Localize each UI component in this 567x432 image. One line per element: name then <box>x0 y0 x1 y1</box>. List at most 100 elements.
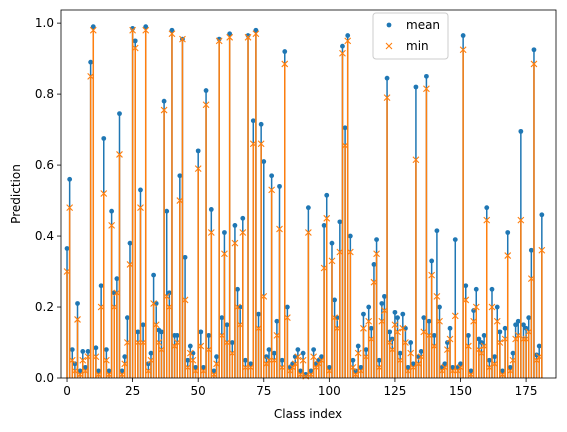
marker <box>221 250 228 258</box>
marker <box>459 46 467 54</box>
marker <box>358 364 364 370</box>
marker <box>250 118 256 124</box>
y-tick-label: 0.8 <box>35 87 54 101</box>
marker <box>534 352 539 358</box>
marker <box>98 283 104 289</box>
marker <box>64 246 70 251</box>
marker <box>346 248 354 256</box>
marker <box>465 333 471 338</box>
x-tick-label: 125 <box>383 384 406 398</box>
marker <box>324 192 330 198</box>
marker <box>387 329 393 335</box>
marker <box>305 205 311 211</box>
marker <box>504 252 512 259</box>
marker <box>471 308 477 313</box>
marker <box>132 38 138 44</box>
marker <box>488 303 496 311</box>
marker <box>481 333 487 338</box>
marker <box>468 368 474 374</box>
marker <box>500 368 505 374</box>
marker <box>85 348 91 354</box>
marker <box>227 31 233 37</box>
marker <box>345 33 351 38</box>
marker <box>194 165 202 173</box>
x-axis-label: Class index <box>274 407 342 421</box>
marker <box>256 311 261 317</box>
marker <box>163 292 171 300</box>
marker <box>340 43 345 49</box>
legend-marker <box>385 42 393 50</box>
x-tick-label: 0 <box>63 384 71 398</box>
marker <box>489 286 495 292</box>
marker <box>234 303 241 311</box>
marker <box>119 368 125 374</box>
marker <box>231 239 239 247</box>
marker <box>344 37 352 45</box>
marker <box>222 230 227 235</box>
marker <box>391 321 399 329</box>
marker <box>389 336 395 342</box>
marker <box>421 315 427 321</box>
marker <box>354 349 362 357</box>
marker <box>361 311 366 317</box>
marker <box>463 283 469 289</box>
marker <box>392 309 398 315</box>
marker <box>476 336 482 342</box>
marker <box>502 325 508 331</box>
marker <box>339 49 346 57</box>
marker <box>355 343 361 349</box>
marker <box>331 314 338 322</box>
marker <box>496 339 504 346</box>
marker <box>510 350 516 356</box>
y-tick-label: 0.6 <box>35 158 54 172</box>
marker <box>436 317 443 325</box>
marker <box>368 325 374 331</box>
marker <box>182 254 188 260</box>
marker <box>497 329 503 335</box>
marker <box>140 322 146 328</box>
marker <box>446 335 454 343</box>
marker <box>101 136 107 141</box>
marker <box>373 250 380 258</box>
marker <box>235 286 240 292</box>
marker <box>164 208 170 214</box>
y-tick-label: 0.2 <box>35 300 54 314</box>
marker <box>526 315 532 321</box>
marker <box>538 246 546 254</box>
marker <box>215 37 223 45</box>
marker <box>402 339 409 346</box>
marker <box>323 214 331 222</box>
marker <box>319 354 324 360</box>
x-tick-label: 100 <box>318 384 341 398</box>
marker <box>300 350 306 356</box>
marker <box>261 159 267 164</box>
marker <box>494 304 500 310</box>
x-tick-label: 50 <box>191 384 206 398</box>
marker <box>202 101 210 109</box>
marker <box>248 361 254 367</box>
marker <box>208 207 214 212</box>
marker <box>145 361 151 367</box>
marker <box>521 322 526 328</box>
marker <box>484 205 490 211</box>
marker <box>460 33 466 38</box>
marker <box>197 342 205 350</box>
y-tick-label: 0.0 <box>35 371 54 385</box>
marker <box>224 322 230 328</box>
marker <box>328 257 336 265</box>
marker <box>462 296 470 304</box>
marker <box>137 204 144 212</box>
marker <box>181 296 189 304</box>
marker <box>169 27 175 33</box>
marker <box>122 354 128 360</box>
marker <box>410 361 416 367</box>
marker <box>271 350 277 356</box>
marker <box>127 240 133 246</box>
marker <box>88 59 94 65</box>
marker <box>279 357 285 363</box>
marker <box>395 315 400 321</box>
marker <box>195 148 201 154</box>
marker <box>412 156 420 164</box>
marker <box>299 356 307 364</box>
